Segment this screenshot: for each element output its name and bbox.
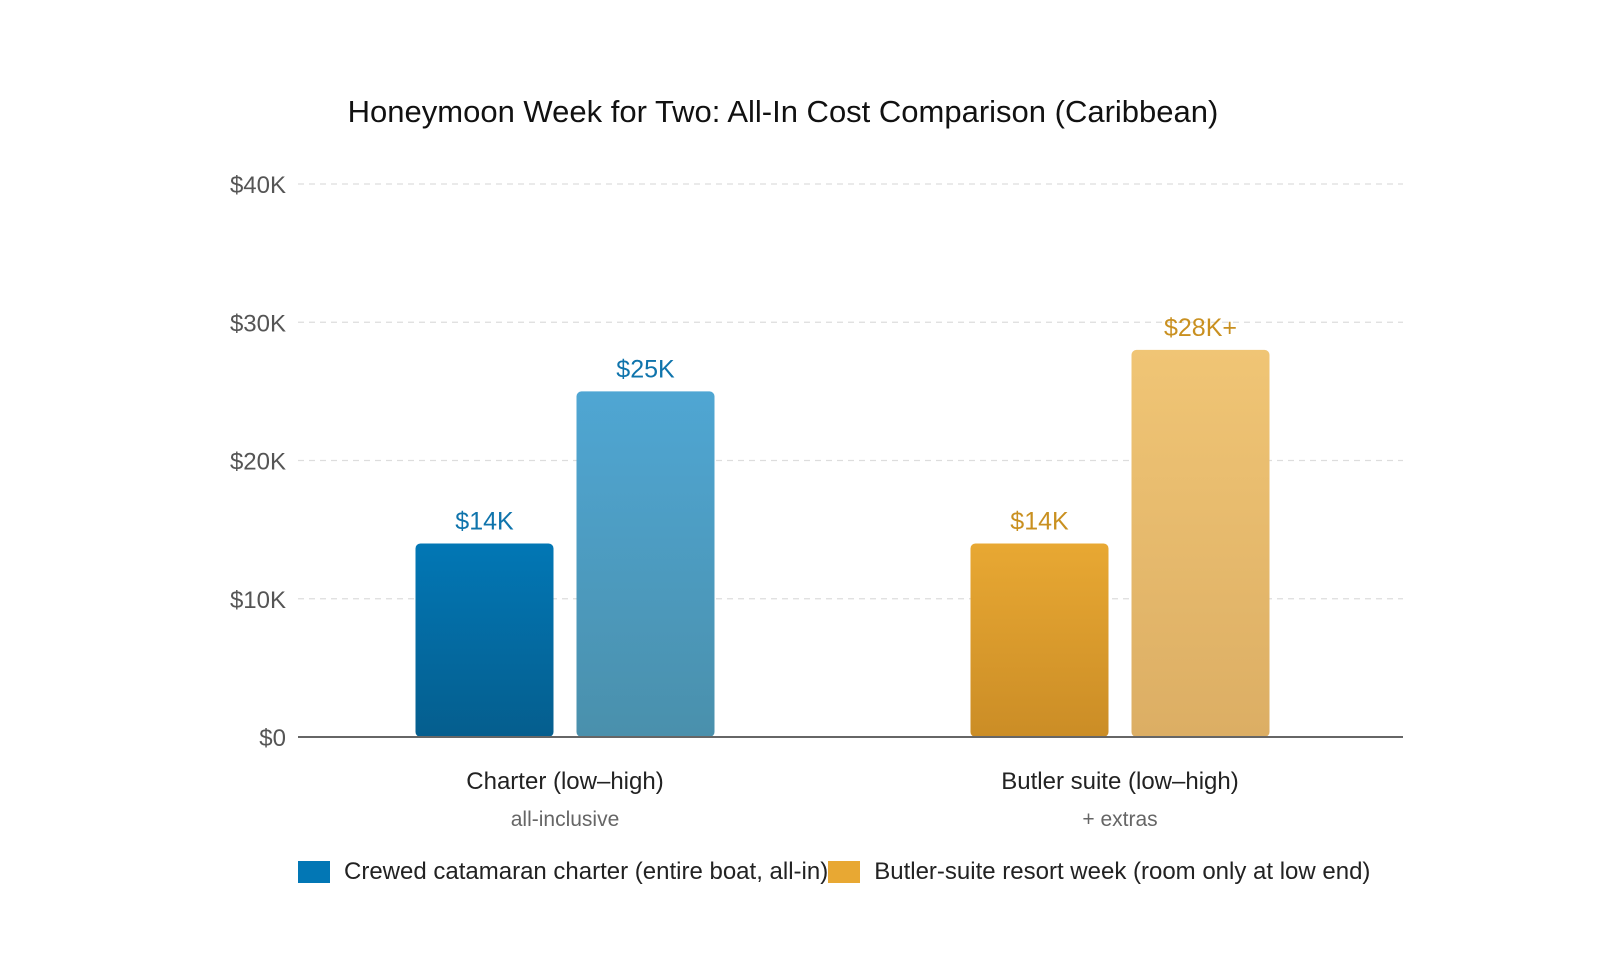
x-category-sublabel: all-inclusive	[511, 808, 620, 831]
legend-item-butler: Butler-suite resort week (room only at l…	[828, 858, 1370, 886]
bar-charter-high	[576, 391, 715, 737]
chart-title: Honeymoon Week for Two: All-In Cost Comp…	[348, 94, 1219, 129]
bar-value-label-butler-low: $14K	[1010, 507, 1069, 535]
bar-butler-high	[1131, 349, 1270, 737]
bars	[415, 349, 1270, 737]
grid-lines	[298, 183, 1403, 600]
bar-value-label-charter-high: $25K	[616, 355, 675, 383]
legend-swatch-charter	[298, 861, 330, 883]
legend-swatch-butler	[828, 861, 861, 883]
y-axis-ticks: $0 $10K $20K $30K $40K	[230, 172, 286, 752]
x-category-sublabel: + extras	[1082, 808, 1157, 831]
y-tick-label: $0	[259, 725, 286, 752]
legend-item-charter: Crewed catamaran charter (entire boat, a…	[298, 858, 828, 886]
bar-butler-low	[970, 543, 1109, 737]
y-tick-label: $10K	[230, 587, 286, 614]
y-tick-label: $20K	[230, 449, 286, 476]
bar-value-labels: $14K $25K $14K $28K+	[455, 314, 1237, 536]
x-category-label: Charter (low–high)	[466, 768, 663, 795]
bar-value-label-butler-high: $28K+	[1164, 314, 1237, 342]
bar-value-label-charter-low: $14K	[455, 507, 514, 535]
x-axis-category-labels: Charter (low–high) all-inclusive Butler su…	[466, 768, 1238, 831]
bar-charter-low	[415, 543, 554, 737]
y-tick-label: $40K	[230, 172, 286, 199]
y-tick-label: $30K	[230, 310, 286, 337]
legend-label-charter: Crewed catamaran charter (entire boat, a…	[344, 858, 829, 885]
legend-label-butler: Butler-suite resort week (room only at l…	[874, 858, 1371, 885]
legend: Crewed catamaran charter (entire boat, a…	[298, 858, 1370, 886]
x-category-label: Butler suite (low–high)	[1001, 768, 1238, 795]
